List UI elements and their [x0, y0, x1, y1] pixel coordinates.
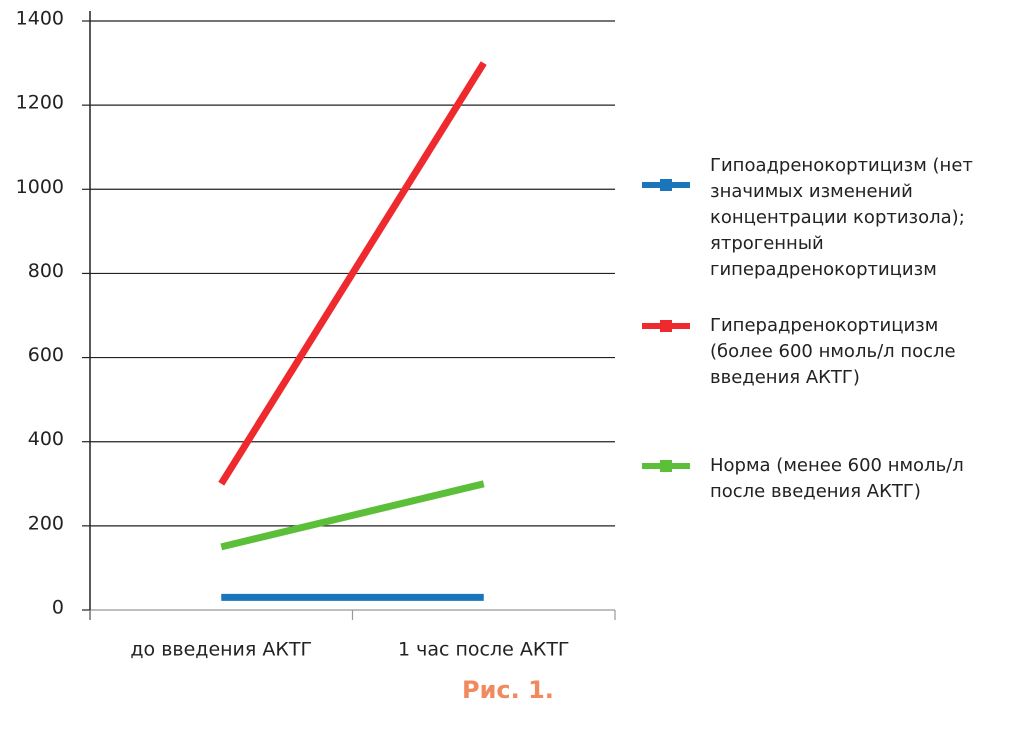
legend-item	[642, 460, 690, 472]
series-line	[220, 480, 485, 551]
legend-label: Гипоадренокортицизм (нет значимых измене…	[710, 155, 973, 280]
y-tick-label: 1000	[16, 176, 64, 198]
caption: Рис. 1.	[462, 676, 554, 704]
x-tick-label: до введения АКТГ	[130, 639, 312, 661]
y-tick-label: 400	[28, 428, 64, 450]
series-line	[218, 61, 487, 486]
y-tick-label: 0	[52, 597, 64, 619]
legend-marker	[660, 460, 672, 472]
legend-item	[642, 320, 690, 332]
y-tick-label: 800	[28, 260, 64, 282]
legend-label: Норма (менее 600 нмоль/л после введения …	[710, 455, 964, 502]
y-tick-label: 1200	[16, 92, 64, 114]
legend-label: Гиперадренокортицизм (более 600 нмоль/л …	[710, 315, 956, 388]
legend-item	[642, 179, 690, 191]
x-tick-label: 1 час после АКТГ	[398, 639, 570, 661]
y-tick-label: 200	[28, 512, 64, 534]
y-tick-label: 600	[28, 344, 64, 366]
legend-marker	[660, 320, 672, 332]
legend-marker	[660, 179, 672, 191]
y-tick-label: 1400	[16, 8, 64, 30]
